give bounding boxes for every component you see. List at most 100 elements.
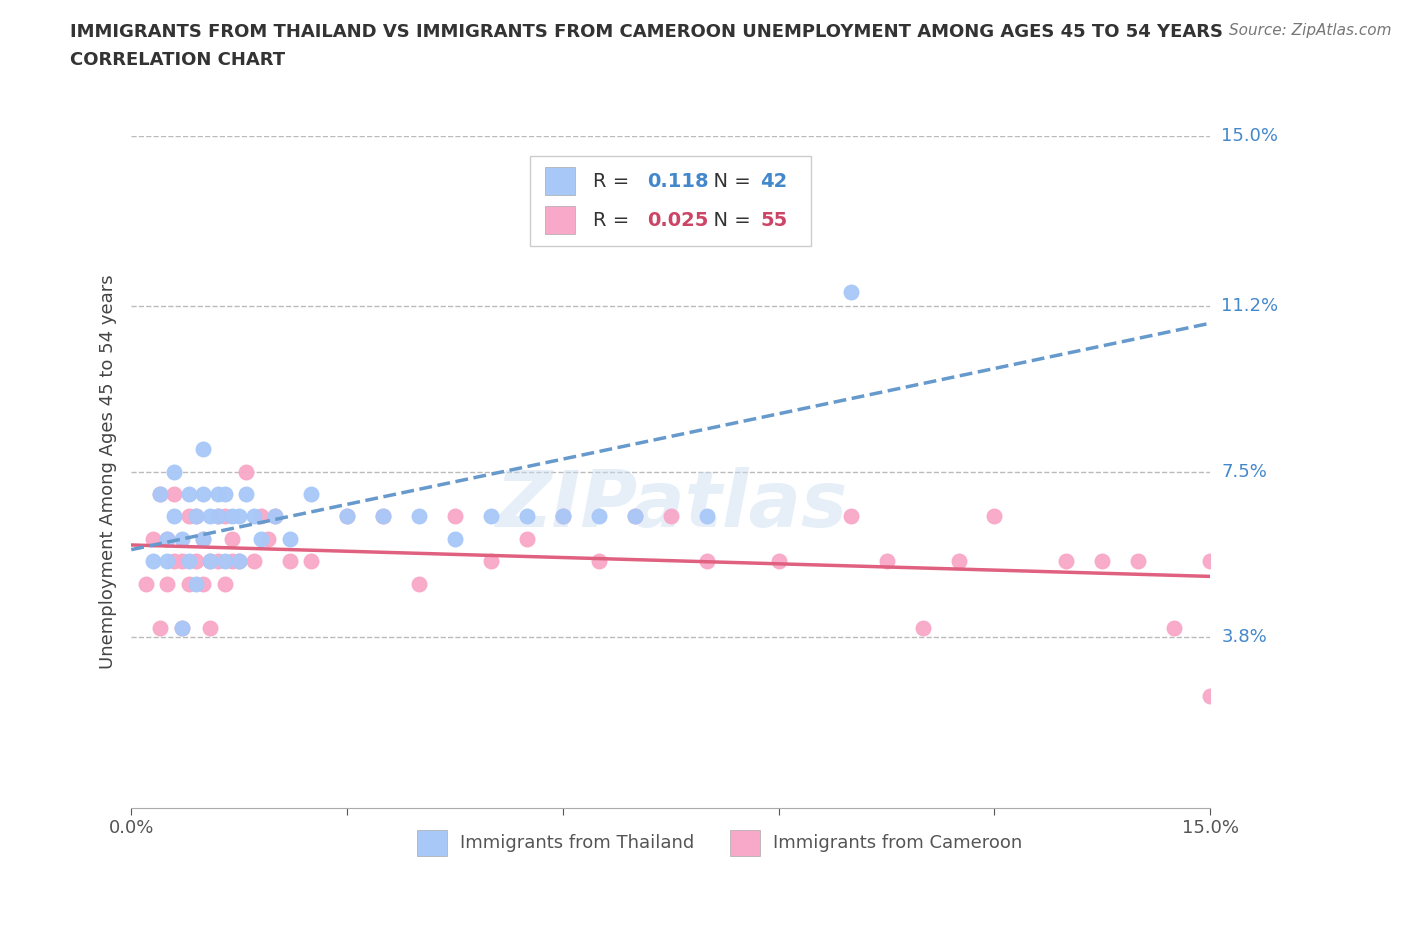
Point — [242, 509, 264, 524]
FancyBboxPatch shape — [530, 155, 811, 246]
Point — [876, 553, 898, 568]
Text: IMMIGRANTS FROM THAILAND VS IMMIGRANTS FROM CAMEROON UNEMPLOYMENT AMONG AGES 45 : IMMIGRANTS FROM THAILAND VS IMMIGRANTS F… — [70, 23, 1223, 41]
Point — [214, 486, 236, 501]
Point — [249, 531, 271, 546]
Text: R =: R = — [593, 211, 636, 231]
Point — [221, 509, 243, 524]
Point — [228, 553, 250, 568]
Point — [149, 486, 172, 501]
Point — [839, 285, 862, 299]
Point — [170, 553, 193, 568]
Point — [200, 553, 222, 568]
Point — [444, 509, 467, 524]
Point — [156, 531, 179, 546]
Point — [983, 509, 1005, 524]
Point — [156, 531, 179, 546]
Point — [177, 486, 200, 501]
Text: N =: N = — [702, 211, 756, 231]
Point — [516, 531, 538, 546]
Point — [200, 509, 222, 524]
FancyBboxPatch shape — [544, 167, 575, 195]
Text: Immigrants from Cameroon: Immigrants from Cameroon — [773, 834, 1022, 852]
Point — [200, 553, 222, 568]
Point — [299, 486, 322, 501]
Text: 0.025: 0.025 — [647, 211, 709, 231]
Point — [184, 577, 207, 591]
Point — [207, 509, 229, 524]
Point — [551, 509, 574, 524]
Point — [768, 553, 790, 568]
Text: Immigrants from Thailand: Immigrants from Thailand — [460, 834, 695, 852]
Point — [214, 553, 236, 568]
Point — [696, 553, 718, 568]
Point — [177, 577, 200, 591]
Point — [257, 531, 280, 546]
Point — [207, 509, 229, 524]
Point — [479, 553, 502, 568]
Point — [1163, 621, 1185, 636]
FancyBboxPatch shape — [730, 830, 761, 856]
Text: 7.5%: 7.5% — [1222, 462, 1267, 481]
Text: 42: 42 — [761, 172, 787, 192]
Point — [242, 553, 264, 568]
Point — [156, 553, 179, 568]
Point — [149, 621, 172, 636]
Point — [588, 509, 610, 524]
Point — [149, 486, 172, 501]
Point — [264, 509, 287, 524]
Point — [659, 509, 682, 524]
Point — [214, 509, 236, 524]
Point — [235, 486, 257, 501]
Point — [163, 464, 186, 479]
Point — [839, 509, 862, 524]
Point — [371, 509, 394, 524]
Point — [479, 509, 502, 524]
Point — [228, 509, 250, 524]
Point — [184, 509, 207, 524]
Point — [1128, 553, 1150, 568]
Text: Source: ZipAtlas.com: Source: ZipAtlas.com — [1229, 23, 1392, 38]
Point — [221, 531, 243, 546]
Point — [278, 531, 301, 546]
Point — [170, 621, 193, 636]
Point — [193, 442, 215, 457]
Point — [163, 486, 186, 501]
Point — [1054, 553, 1077, 568]
Point — [336, 509, 359, 524]
FancyBboxPatch shape — [544, 206, 575, 234]
Point — [278, 553, 301, 568]
Point — [264, 509, 287, 524]
Point — [221, 553, 243, 568]
Point — [207, 553, 229, 568]
Point — [235, 464, 257, 479]
Point — [371, 509, 394, 524]
Point — [1199, 553, 1222, 568]
Point — [623, 509, 645, 524]
FancyBboxPatch shape — [418, 830, 447, 856]
Point — [177, 509, 200, 524]
Point — [408, 577, 430, 591]
Y-axis label: Unemployment Among Ages 45 to 54 years: Unemployment Among Ages 45 to 54 years — [100, 274, 117, 669]
Point — [336, 509, 359, 524]
Text: 15.0%: 15.0% — [1222, 126, 1278, 144]
Point — [911, 621, 934, 636]
Point — [163, 509, 186, 524]
Point — [193, 577, 215, 591]
Point — [184, 553, 207, 568]
Point — [1199, 688, 1222, 703]
Point — [142, 531, 165, 546]
Point — [193, 531, 215, 546]
Point — [156, 577, 179, 591]
Point — [948, 553, 970, 568]
Point — [444, 531, 467, 546]
Point — [228, 553, 250, 568]
Point — [408, 509, 430, 524]
Point — [745, 218, 768, 232]
Text: 0.118: 0.118 — [647, 172, 709, 192]
Point — [551, 509, 574, 524]
Text: CORRELATION CHART: CORRELATION CHART — [70, 51, 285, 69]
Point — [184, 509, 207, 524]
Point — [588, 553, 610, 568]
Point — [193, 486, 215, 501]
Point — [623, 509, 645, 524]
